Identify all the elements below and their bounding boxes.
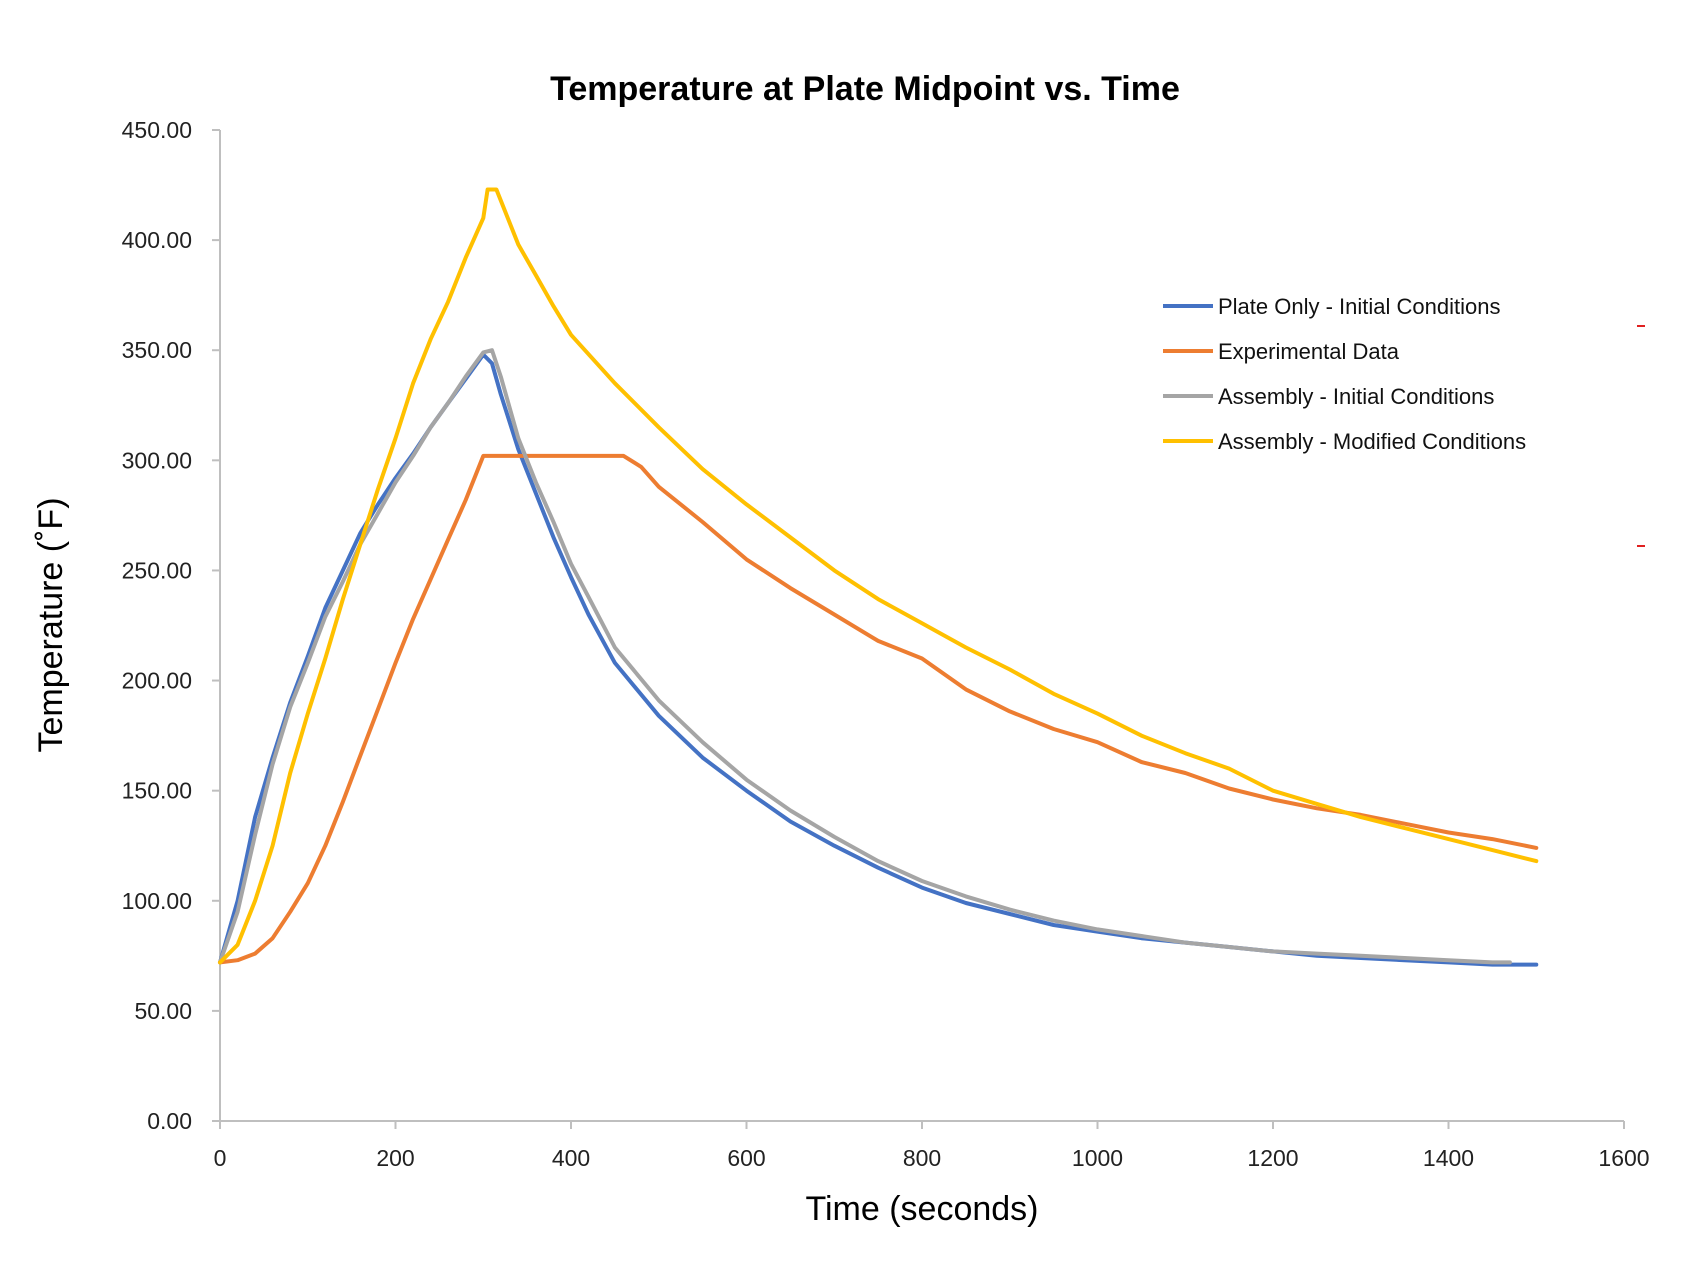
y-tick-label: 50.00 bbox=[134, 998, 192, 1024]
legend-item: Assembly - Modified Conditions bbox=[1163, 429, 1526, 454]
x-tick-label: 1400 bbox=[1423, 1145, 1474, 1171]
series-line-assembly-modified-conditions bbox=[218, 187, 1539, 965]
chart-legend: Plate Only - Initial Conditions Experimen… bbox=[1163, 294, 1526, 454]
legend-label: Plate Only - Initial Conditions bbox=[1218, 294, 1500, 319]
legend-label: Assembly - Initial Conditions bbox=[1218, 384, 1494, 409]
series-line-experimental-data bbox=[218, 453, 1539, 965]
legend-label: Experimental Data bbox=[1218, 339, 1400, 364]
y-axis-ticks: 0.00 50.00 100.00 150.00 200.00 250.00 300.00 3… bbox=[122, 117, 220, 1134]
x-axis-title: Time (seconds) bbox=[805, 1190, 1038, 1228]
y-tick-label: 200.00 bbox=[122, 668, 192, 694]
x-tick-label: 600 bbox=[727, 1145, 765, 1171]
x-tick-label: 800 bbox=[903, 1145, 941, 1171]
series-lines bbox=[218, 187, 1539, 967]
y-tick-label: 250.00 bbox=[122, 557, 192, 583]
y-tick-label: 150.00 bbox=[122, 778, 192, 804]
legend-label: Assembly - Modified Conditions bbox=[1218, 429, 1526, 454]
y-tick-label: 450.00 bbox=[122, 117, 192, 143]
x-tick-label: 200 bbox=[376, 1145, 414, 1171]
clipped-annotation-marks bbox=[1637, 325, 1645, 547]
chart-title: Temperature at Plate Midpoint vs. Time bbox=[550, 70, 1180, 108]
x-tick-label: 0 bbox=[214, 1145, 227, 1171]
legend-item: Plate Only - Initial Conditions bbox=[1163, 294, 1500, 319]
y-tick-label: 300.00 bbox=[122, 447, 192, 473]
x-tick-label: 1000 bbox=[1072, 1145, 1123, 1171]
series-line-assembly-initial-conditions bbox=[218, 348, 1512, 965]
x-tick-label: 1600 bbox=[1598, 1145, 1649, 1171]
x-tick-label: 1200 bbox=[1247, 1145, 1298, 1171]
y-tick-label: 100.00 bbox=[122, 888, 192, 914]
legend-item: Experimental Data bbox=[1163, 339, 1400, 364]
y-tick-label: 400.00 bbox=[122, 227, 192, 253]
x-axis-ticks: 0 200 400 600 800 1000 1200 1400 1600 bbox=[214, 1121, 1650, 1171]
y-tick-label: 350.00 bbox=[122, 337, 192, 363]
y-tick-label: 0.00 bbox=[147, 1108, 192, 1134]
y-axis-title: Temperature (˚F) bbox=[32, 497, 70, 752]
x-tick-label: 400 bbox=[552, 1145, 590, 1171]
legend-item: Assembly - Initial Conditions bbox=[1163, 384, 1494, 409]
